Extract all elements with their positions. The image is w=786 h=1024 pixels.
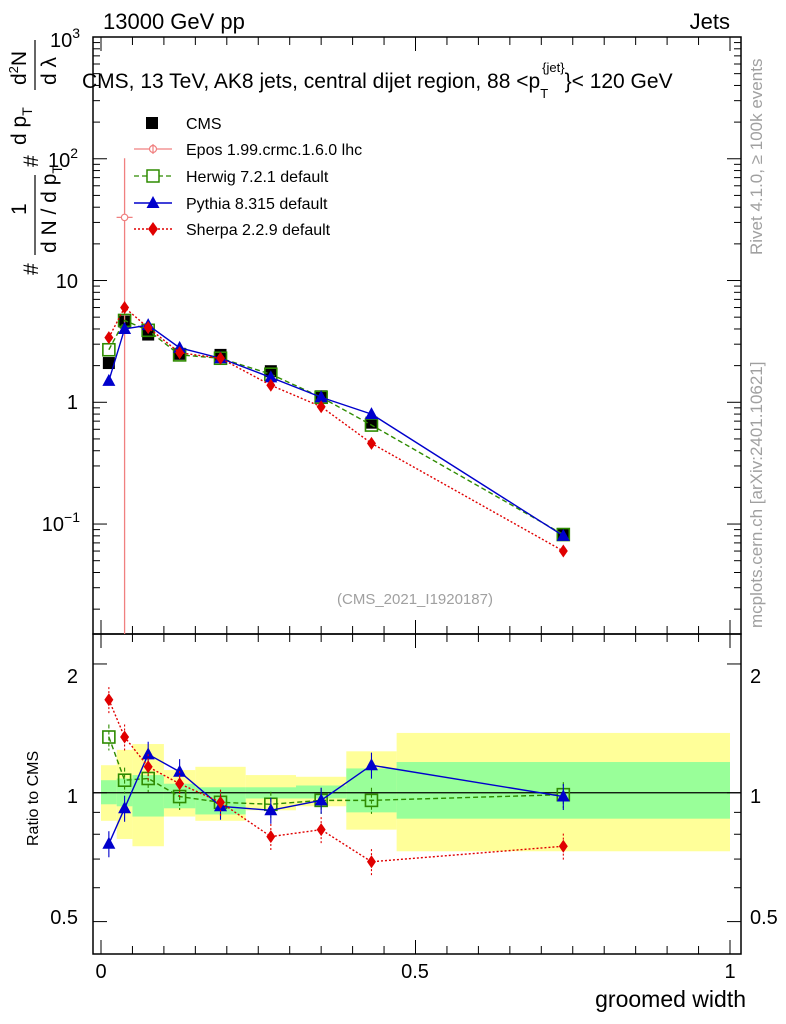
ylabel-frac-num: d2N: [6, 51, 31, 85]
ratio-point-herwig-0: [102, 730, 116, 744]
ylabel-hash-1: #: [20, 263, 43, 275]
legend-label-pythia: Pythia 8.315 default: [186, 196, 328, 213]
legend-label-epos: Epos 1.99.crmc.1.6.0 lhc: [186, 142, 362, 159]
band-inner-2: [132, 775, 164, 817]
ratio-point-sherpa-3: [175, 777, 185, 791]
header-left: 13000 GeV pp: [103, 9, 245, 34]
main-point-epos-0: [116, 213, 133, 222]
main-point-sherpa-3: [175, 346, 185, 360]
legend-marker-sherpa: [148, 222, 158, 236]
ratio-point-pythia-2: [141, 747, 155, 760]
ratio-y-tick-labels: 2 1 0.5 2 1 0.5: [50, 666, 778, 929]
main-point-cms-0: [102, 357, 115, 370]
ratio-point-sherpa-1: [120, 730, 130, 744]
ratio-tick-label-1-right: 1: [750, 786, 761, 808]
main-point-pythia-5: [264, 370, 278, 383]
ratio-point-sherpa-5: [266, 830, 276, 844]
x-tick-labels: 0 0.5 1: [95, 961, 735, 983]
main-point-sherpa-0: [104, 331, 114, 345]
ratio-line-sherpa: [108, 699, 564, 863]
ylabel-den-1: d N / d pT: [38, 165, 65, 253]
main-point-pythia-1: [118, 321, 132, 334]
ratio-point-herwig-3: [172, 789, 187, 804]
ratio-tick-label-1: 1: [67, 786, 78, 808]
ratio-tick-label-2-right: 2: [750, 666, 761, 688]
ratio-point-sherpa-4: [216, 795, 226, 809]
ratio-point-sherpa-6: [316, 823, 326, 837]
main-series-group: [102, 158, 571, 634]
legend-label-cms: CMS: [186, 116, 222, 133]
ratio-point-pythia-6: [314, 793, 328, 806]
ylabel-one: 1: [8, 203, 31, 215]
ratio-point-herwig-7: [364, 793, 379, 808]
y-tick-label-10: 10: [56, 271, 78, 293]
ylabel-num-2: d pT: [8, 107, 35, 145]
x-tick-label-1: 1: [724, 961, 735, 983]
legend-label-herwig: Herwig 7.2.1 default: [186, 169, 329, 186]
ylabel-frac-den: d λ: [38, 56, 61, 85]
main-point-pythia-6: [314, 390, 328, 403]
main-point-sherpa-1: [120, 301, 130, 315]
ratio-tick-label-2: 2: [67, 666, 78, 688]
ratio-point-herwig-1: [117, 773, 132, 788]
main-point-sherpa-6: [316, 400, 326, 414]
x-tick-label-0.5: 0.5: [401, 961, 429, 983]
rivet-version-text: Rivet 4.1.0, ≥ 100k events: [747, 59, 766, 255]
main-point-pythia-8: [556, 528, 570, 541]
ratio-point-sherpa-7: [366, 855, 376, 869]
y-tick-label-100: 102: [48, 145, 78, 172]
ratio-series-group: [102, 687, 571, 876]
ratio-point-sherpa-8: [558, 839, 568, 853]
x-tick-label-0: 0: [95, 961, 106, 983]
x-axis-label: groomed width: [595, 986, 746, 1012]
legend: CMS Epos 1.99.crmc.1.6.0 lhc Herwig 7.2.…: [134, 116, 362, 239]
ratio-y-axis-label: Ratio to CMS: [25, 751, 42, 846]
y-tick-label-1000: 103: [50, 25, 80, 52]
plot-title: CMS, 13 TeV, AK8 jets, central dijet reg…: [82, 60, 673, 101]
main-point-pythia-7: [364, 407, 378, 420]
mcplots-text: mcplots.cern.ch [arXiv:2401.10621]: [747, 362, 766, 628]
ratio-plot-frame: [92, 633, 742, 955]
legend-marker-pythia: [146, 196, 160, 208]
ratio-point-pythia-1: [118, 801, 132, 814]
ratio-point-sherpa-2: [143, 760, 153, 774]
main-line-sherpa: [108, 306, 564, 552]
ratio-point-sherpa-0: [104, 693, 114, 707]
ratio-uncertainty-bands: [101, 732, 730, 852]
ratio-point-pythia-7: [364, 758, 378, 771]
main-point-sherpa-4: [216, 351, 226, 365]
legend-marker-cms: [146, 117, 158, 129]
main-y-tick-labels: 103 102 10 1 10−1: [42, 25, 80, 536]
ratio-tick-label-0.5: 0.5: [50, 907, 78, 929]
ratio-point-pythia-5: [264, 803, 278, 816]
main-point-sherpa-8: [558, 544, 568, 558]
legend-label-sherpa: Sherpa 2.2.9 default: [186, 222, 331, 239]
y-tick-label-1: 1: [67, 392, 78, 414]
main-y-axis-label: # 1 d N / d pT # d pT d2N d λ: [6, 40, 65, 275]
analysis-tag: (CMS_2021_I1920187): [337, 591, 493, 608]
y-tick-label-0.1: 10−1: [42, 509, 80, 536]
main-point-sherpa-5: [266, 378, 276, 392]
main-point-epos-0-c: [120, 213, 129, 222]
main-point-sherpa-2: [143, 321, 153, 335]
ratio-tick-label-0.5-right: 0.5: [750, 907, 778, 929]
legend-marker-herwig: [146, 169, 160, 183]
ratio-point-pythia-8: [556, 789, 570, 802]
main-point-sherpa-7: [366, 436, 376, 450]
ratio-point-pythia-3: [173, 764, 187, 777]
main-point-cms-2: [142, 328, 155, 341]
ratio-point-pythia-0: [102, 836, 116, 849]
ylabel-hash-2: #: [20, 155, 43, 167]
main-point-pythia-0: [102, 373, 116, 386]
header-right: Jets: [690, 9, 730, 34]
axis-ticks: [93, 37, 741, 954]
